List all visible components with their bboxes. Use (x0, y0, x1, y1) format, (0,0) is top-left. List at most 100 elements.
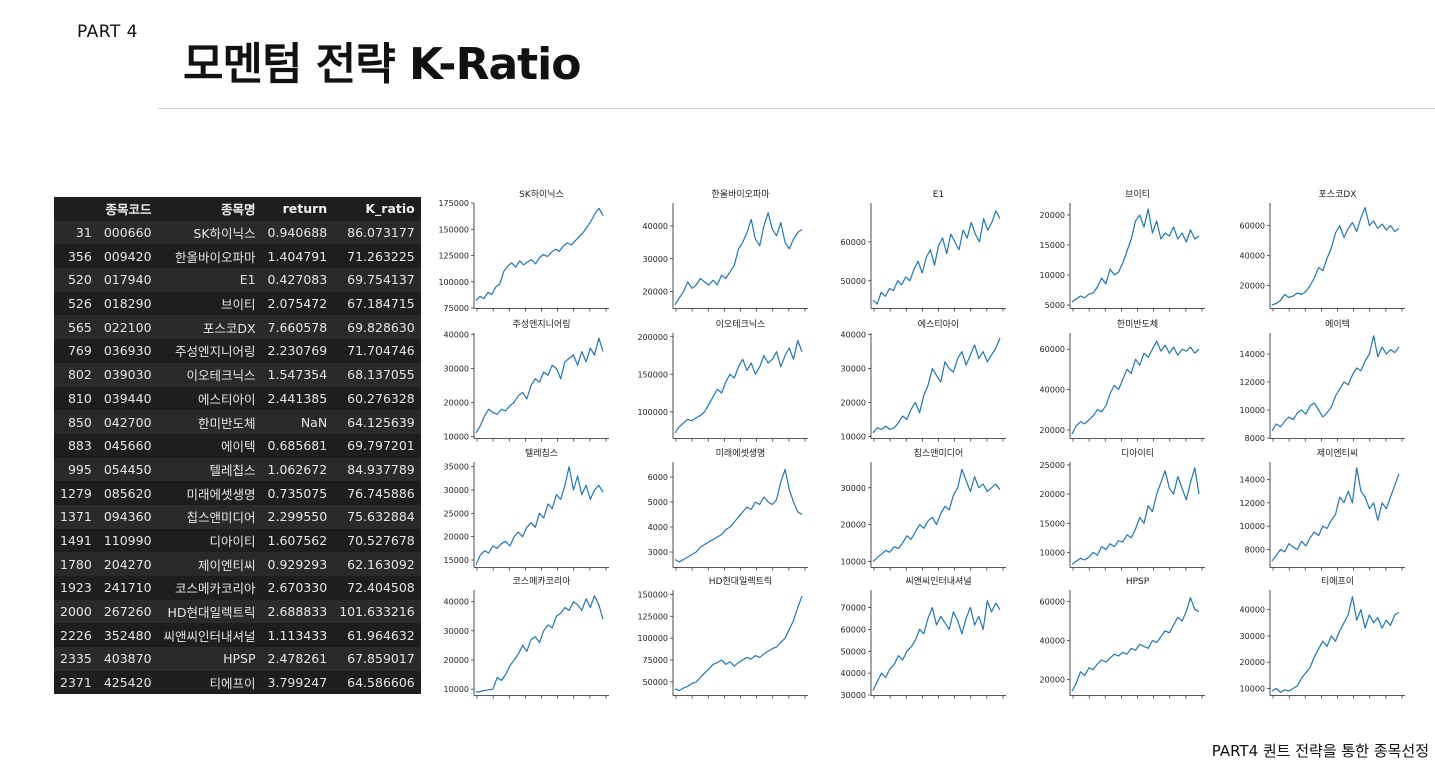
chart-title: 한미반도체 (1117, 319, 1158, 330)
y-tick-label: 30000 (1240, 632, 1265, 641)
return-value: 2.441385 (261, 386, 334, 411)
price-line (1271, 467, 1400, 562)
table-row: 1491 110990 디아이티 1.607562 70.527678 (54, 528, 421, 553)
kratio-value: 71.704746 (333, 339, 421, 363)
row-index: 31 (54, 220, 98, 245)
stock-code: 204270 (97, 552, 158, 576)
price-line (674, 468, 803, 563)
y-tick-label: 20000 (1240, 658, 1265, 667)
stock-name: 에스티아이 (157, 386, 262, 411)
kratio-dataframe: 종목코드 종목명 return K_ratio 31 000660 SK하이닉스 0.940… (54, 197, 421, 695)
stock-code: 009420 (97, 244, 158, 269)
chart-title: 브이티 (1125, 189, 1150, 200)
stock-code: 241710 (97, 576, 158, 600)
y-tick-label: 15000 (1040, 519, 1065, 528)
y-tick-label: 60000 (841, 238, 866, 247)
price-line (674, 339, 803, 434)
y-tick-label: 30000 (841, 691, 866, 700)
price-line (1071, 597, 1200, 692)
price-line (475, 337, 604, 434)
y-tick-label: 20000 (444, 398, 469, 407)
y-tick-label: 75000 (444, 304, 469, 313)
row-index: 1279 (54, 481, 98, 505)
price-line (872, 468, 1001, 562)
return-value: 0.940688 (261, 220, 334, 245)
kratio-value: 69.797201 (333, 433, 421, 458)
kratio-value: 69.828630 (333, 315, 421, 340)
price-line (475, 466, 604, 565)
y-tick-label: 150000 (438, 225, 469, 234)
return-value: 2.688833 (261, 599, 334, 624)
kratio-value: 72.404508 (333, 576, 421, 600)
table-row: 2371 425420 티에프이 3.799247 64.586606 (54, 670, 421, 695)
kratio-value: 86.073177 (333, 220, 421, 245)
return-value: 7.660578 (261, 315, 334, 340)
y-tick-label: 20000 (1040, 211, 1065, 220)
stock-name: 제이엔티씨 (157, 552, 262, 576)
table-row: 850 042700 한미반도체 NaN 64.125639 (54, 410, 421, 434)
y-tick-label: 15000 (444, 556, 469, 565)
chart-title: 에이텍 (1325, 319, 1350, 330)
stock-code: 267260 (97, 599, 158, 624)
return-value: 0.735075 (261, 481, 334, 505)
y-tick-label: 100000 (637, 634, 668, 643)
chart-panel: 텔레칩스 15000 20000 25000 30000 35000 (444, 447, 609, 571)
y-tick-label: 70000 (841, 604, 866, 613)
price-line (1271, 595, 1400, 694)
price-line (1271, 206, 1400, 306)
stock-code: 425420 (97, 670, 158, 695)
stock-code: 094360 (97, 504, 158, 529)
chart-title: 디아이티 (1121, 448, 1154, 459)
footer-text: PART4 퀀트 전략을 통한 종목선정 (1211, 742, 1429, 760)
y-tick-label: 40000 (643, 222, 668, 231)
kratio-value: 76.745886 (333, 481, 421, 505)
y-tick-label: 35000 (444, 463, 469, 472)
table-row: 802 039030 이오테크닉스 1.547354 68.137055 (54, 362, 421, 387)
stock-name: 한미반도체 (157, 410, 262, 434)
stock-name: 브이티 (157, 291, 262, 316)
y-tick-label: 30000 (841, 365, 866, 374)
row-index: 883 (54, 433, 98, 458)
code-header: 종목코드 (97, 197, 158, 221)
price-line (674, 595, 803, 692)
row-index: 802 (54, 362, 98, 387)
chart-title: E1 (933, 190, 944, 200)
chart-title: SK하이닉스 (519, 189, 564, 200)
return-value: 1.113433 (261, 623, 334, 648)
y-tick-label: 20000 (444, 656, 469, 665)
y-tick-label: 12000 (1240, 499, 1265, 508)
y-tick-label: 5000 (1045, 301, 1065, 310)
table-body: 31 000660 SK하이닉스 0.940688 86.073177 356 009420… (54, 220, 421, 695)
chart-title: 칩스앤미디어 (914, 448, 964, 459)
row-index: 520 (54, 268, 98, 292)
stock-code: 054450 (97, 457, 158, 482)
y-tick-label: 50000 (643, 678, 668, 687)
return-value: 2.075472 (261, 291, 334, 316)
stock-code: 110990 (97, 528, 158, 553)
chart-title: 코스메카코리아 (513, 576, 572, 587)
return-value: 2.478261 (261, 647, 334, 671)
chart-title: 티에프이 (1321, 576, 1354, 587)
y-tick-label: 14000 (1240, 476, 1265, 485)
row-index: 1491 (54, 528, 98, 553)
price-line (1071, 340, 1200, 435)
y-tick-label: 200000 (637, 333, 668, 342)
return-value: 3.799247 (261, 670, 334, 695)
price-line (475, 595, 604, 693)
y-tick-label: 25000 (1040, 461, 1065, 470)
y-tick-label: 20000 (444, 533, 469, 542)
stock-code: 036930 (97, 339, 158, 363)
y-tick-label: 25000 (444, 509, 469, 518)
price-line (1071, 208, 1200, 303)
stock-code: 018290 (97, 291, 158, 316)
y-tick-label: 30000 (444, 365, 469, 374)
table-row: 2335 403870 HPSP 2.478261 67.859017 (54, 647, 421, 671)
y-tick-label: 10000 (841, 557, 866, 566)
return-value: 1.062672 (261, 457, 334, 482)
price-line (1071, 467, 1200, 565)
header-divider (158, 108, 1435, 109)
y-tick-label: 10000 (841, 432, 866, 441)
kratio-value: 71.263225 (333, 244, 421, 269)
y-tick-label: 60000 (1040, 598, 1065, 607)
table-row: 883 045660 에이텍 0.685681 69.797201 (54, 433, 421, 458)
